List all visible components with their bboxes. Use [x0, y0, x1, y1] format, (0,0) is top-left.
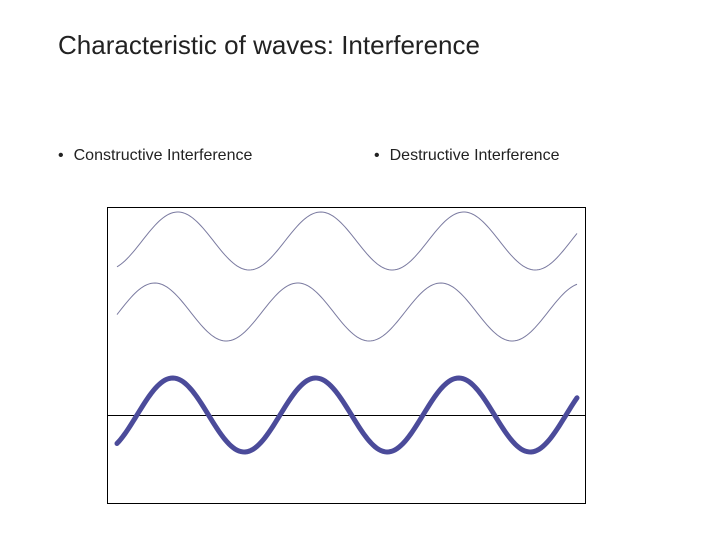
bullet: Destructive Interference — [374, 147, 560, 165]
bullet: Constructive Interference — [58, 147, 253, 165]
wave — [116, 282, 578, 342]
diagram-frame — [107, 207, 586, 504]
slide-title: Characteristic of waves: Interference — [58, 30, 480, 60]
resultant-wave — [114, 375, 580, 455]
wave — [116, 211, 578, 271]
